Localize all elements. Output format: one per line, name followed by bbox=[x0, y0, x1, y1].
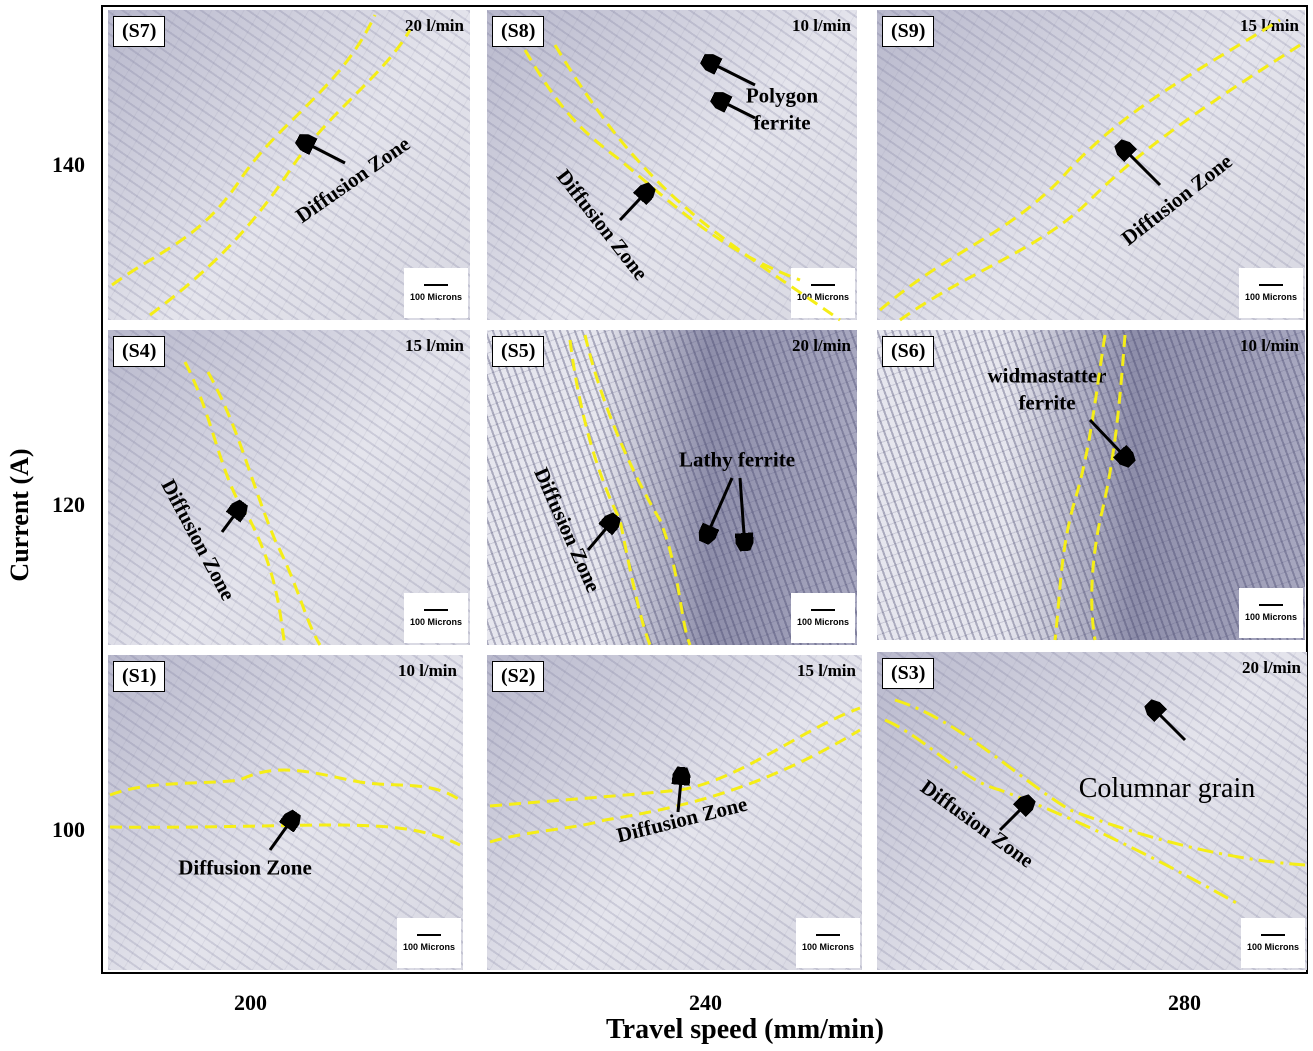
arrows bbox=[0, 0, 1313, 1051]
page: Current (A) 140 120 100 200 240 280 Trav… bbox=[0, 0, 1313, 1051]
